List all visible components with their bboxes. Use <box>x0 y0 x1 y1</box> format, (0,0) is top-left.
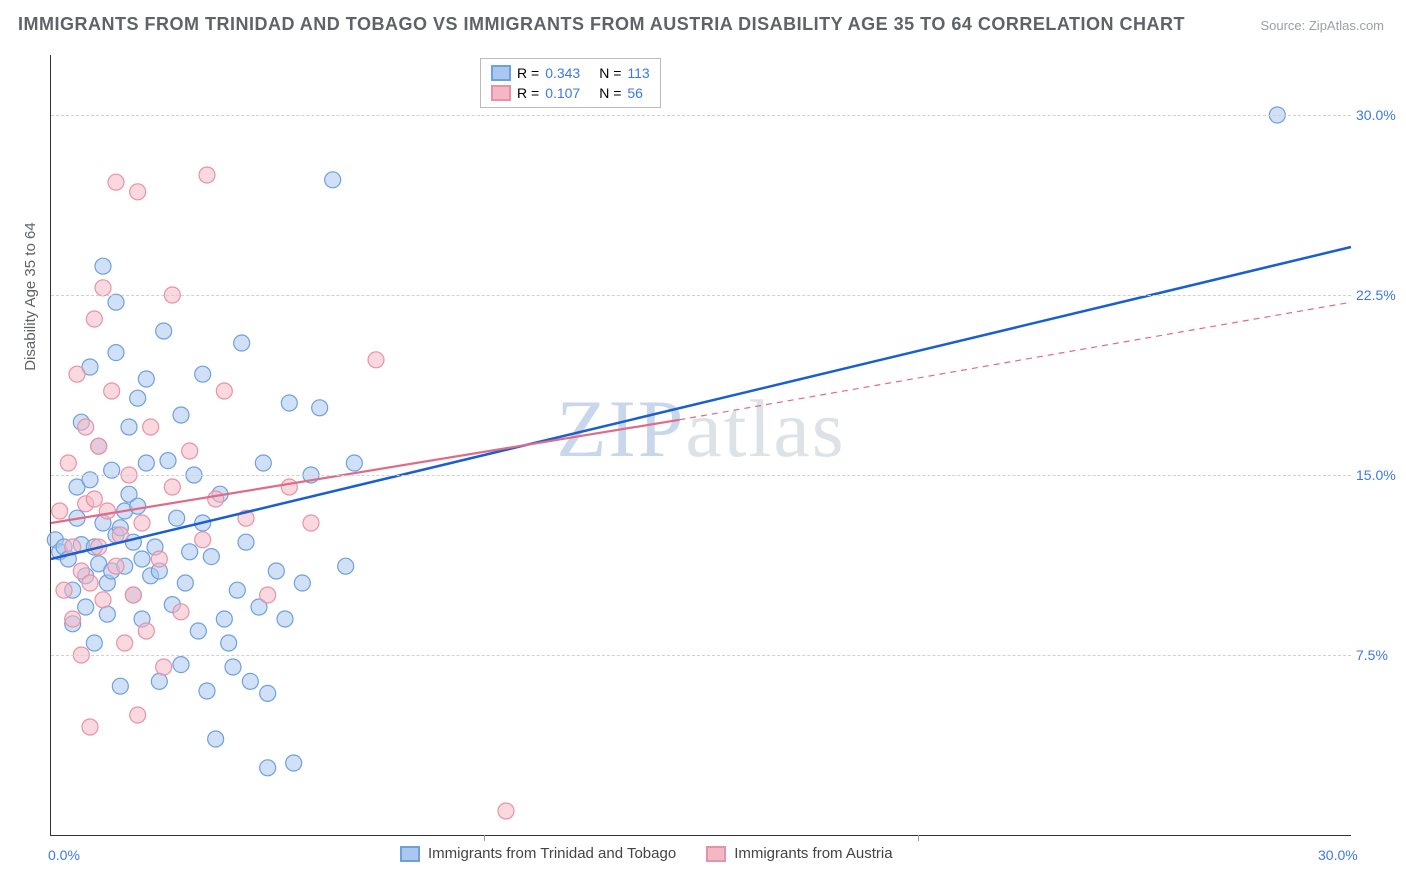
r-value-0: 0.343 <box>545 65 593 81</box>
y-tick-label: 30.0% <box>1356 107 1406 123</box>
r-value-1: 0.107 <box>545 85 593 101</box>
scatter-chart: ZIPatlas 7.5%15.0%22.5%30.0% Disability … <box>50 55 1350 835</box>
plot-area: ZIPatlas 7.5%15.0%22.5%30.0% <box>50 55 1351 836</box>
x-tick <box>484 835 485 841</box>
x-max-label: 30.0% <box>1318 847 1358 863</box>
legend-series: Immigrants from Trinidad and Tobago Immi… <box>400 845 893 862</box>
n-label: N = <box>599 85 621 101</box>
r-label: R = <box>517 65 539 81</box>
gridline <box>51 655 1351 656</box>
legend-stats-row-0: R = 0.343 N = 113 <box>491 63 650 83</box>
y-tick-label: 7.5% <box>1356 647 1406 663</box>
swatch-series-0 <box>400 846 420 862</box>
chart-title: IMMIGRANTS FROM TRINIDAD AND TOBAGO VS I… <box>18 14 1185 35</box>
gridline <box>51 295 1351 296</box>
gridline <box>51 115 1351 116</box>
series-name-0: Immigrants from Trinidad and Tobago <box>428 845 676 862</box>
legend-item-0: Immigrants from Trinidad and Tobago <box>400 845 676 862</box>
series-name-1: Immigrants from Austria <box>734 845 892 862</box>
legend-item-1: Immigrants from Austria <box>706 845 892 862</box>
legend-stats-row-1: R = 0.107 N = 56 <box>491 83 650 103</box>
swatch-series-0 <box>491 65 511 81</box>
x-tick <box>918 835 919 841</box>
n-label: N = <box>599 65 621 81</box>
r-label: R = <box>517 85 539 101</box>
n-value-0: 113 <box>627 65 649 81</box>
y-axis-label: Disability Age 35 to 64 <box>22 222 39 370</box>
swatch-series-1 <box>491 85 511 101</box>
chart-svg <box>51 55 1351 835</box>
y-tick-label: 22.5% <box>1356 287 1406 303</box>
gridline <box>51 475 1351 476</box>
swatch-series-1 <box>706 846 726 862</box>
source-label: Source: ZipAtlas.com <box>1260 18 1384 33</box>
n-value-1: 56 <box>627 85 643 101</box>
x-min-label: 0.0% <box>48 847 80 863</box>
legend-stats: R = 0.343 N = 113 R = 0.107 N = 56 <box>480 58 661 108</box>
y-tick-label: 15.0% <box>1356 467 1406 483</box>
